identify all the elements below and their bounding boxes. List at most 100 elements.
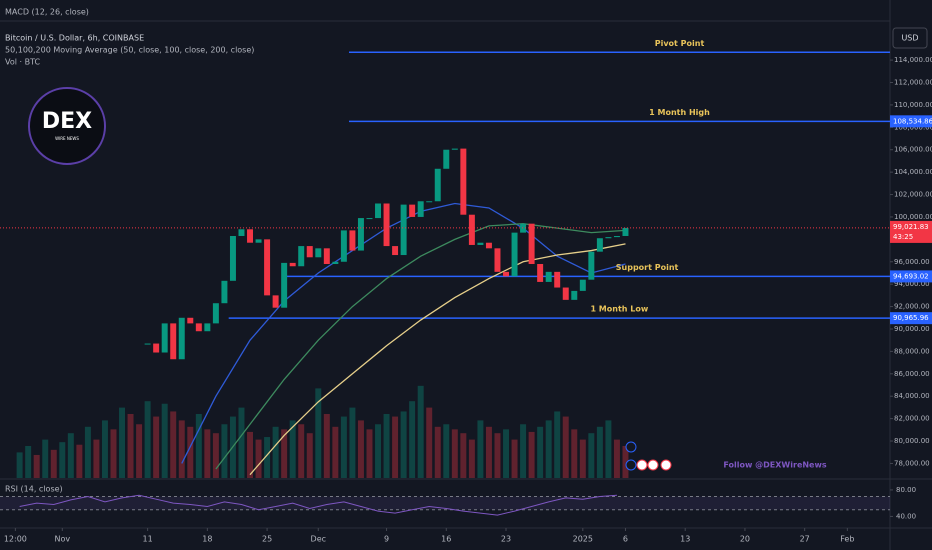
- indicator-title: MACD (12, 26, close): [5, 8, 89, 17]
- candle: [212, 303, 219, 324]
- volume-bar: [33, 454, 40, 478]
- volume-bar: [178, 420, 185, 478]
- level-price: 94,693.02: [893, 272, 929, 280]
- symbol-title: Bitcoin / U.S. Dollar, 6h, COINBASE: [5, 34, 144, 43]
- candle: [468, 214, 475, 245]
- y-tick-label: 110,000.00: [894, 101, 932, 109]
- volume-bar: [485, 426, 492, 478]
- volume-bar: [537, 426, 544, 478]
- x-tick-label: 11: [143, 535, 153, 544]
- volume-bar: [42, 439, 49, 478]
- event-icon[interactable]: [636, 459, 648, 471]
- level-name: Support Point: [616, 263, 679, 272]
- candle: [323, 248, 330, 265]
- event-icon[interactable]: [625, 459, 637, 471]
- volume-bar: [451, 429, 458, 478]
- rsi-y-tick-label: 80.00: [896, 486, 916, 494]
- candle: [357, 218, 364, 251]
- candle: [375, 203, 382, 219]
- volume-bar: [281, 429, 288, 478]
- candle: [264, 239, 271, 296]
- event-icon[interactable]: [647, 459, 659, 471]
- volume-bar: [554, 411, 561, 478]
- candle: [170, 323, 177, 360]
- candle: [520, 223, 527, 233]
- volume-bar: [340, 416, 347, 478]
- level-name: Pivot Point: [655, 39, 705, 48]
- candle: [187, 317, 194, 324]
- y-tick-label: 114,000.00: [894, 56, 932, 64]
- volume-bar: [588, 433, 595, 478]
- currency-button[interactable]: [892, 27, 928, 49]
- event-icons: [625, 441, 672, 471]
- x-tick-label: 2025: [573, 535, 593, 544]
- volume-bar: [272, 426, 279, 478]
- volume-bar: [579, 439, 586, 478]
- volume-bar: [238, 407, 245, 478]
- candle: [400, 204, 407, 256]
- candle: [417, 201, 424, 217]
- volume-bar: [426, 407, 433, 478]
- candle: [340, 230, 347, 262]
- volume-bar: [110, 429, 117, 478]
- volume-bar: [613, 439, 620, 478]
- y-tick-label: 84,000.00: [894, 392, 930, 400]
- volume-bar: [332, 426, 339, 478]
- volume-bar: [289, 420, 296, 478]
- candle: [195, 323, 202, 332]
- volume-bar: [221, 424, 228, 478]
- event-icon[interactable]: [625, 441, 637, 453]
- candle: [255, 239, 262, 243]
- candle: [613, 235, 620, 238]
- y-tick-label: 88,000.00: [894, 347, 930, 355]
- level-price-box: [890, 115, 932, 128]
- level-price-box: [890, 312, 932, 325]
- candle: [562, 287, 569, 300]
- volume-bar: [494, 433, 501, 478]
- volume-bar: [50, 449, 57, 478]
- volume-bar: [255, 439, 262, 478]
- currency[interactable]: USD: [901, 34, 918, 43]
- volume-bar: [417, 385, 424, 478]
- y-tick-label: 102,000.00: [894, 191, 932, 199]
- volume-bar: [144, 401, 151, 478]
- volume-bar: [477, 420, 484, 478]
- candle: [204, 323, 211, 332]
- candle: [221, 280, 228, 304]
- volume-bar: [409, 401, 416, 478]
- candle: [554, 271, 561, 288]
- candle: [511, 232, 518, 277]
- volume-bar: [375, 424, 382, 478]
- y-tick-label: 106,000.00: [894, 146, 932, 154]
- y-tick-label: 100,000.00: [894, 213, 932, 221]
- volume-bar: [383, 414, 390, 478]
- volume-bar: [545, 420, 552, 478]
- candle: [298, 246, 305, 267]
- x-tick-label: 6: [623, 535, 628, 544]
- volume-bar: [528, 431, 535, 478]
- volume-bar: [468, 439, 475, 478]
- x-tick-label: 12:00: [4, 535, 27, 544]
- candle: [178, 317, 185, 360]
- volume-bar: [520, 424, 527, 478]
- rsi-line: [19, 494, 617, 516]
- candle: [605, 237, 612, 239]
- candle: [289, 262, 296, 267]
- x-tick-label: 16: [441, 535, 451, 544]
- last-price-box: [890, 220, 932, 243]
- event-icon[interactable]: [660, 459, 672, 471]
- x-tick-label: 27: [800, 535, 810, 544]
- volume-bar: [315, 388, 322, 478]
- volume-bar: [136, 424, 143, 478]
- y-tick-label: 94,000.00: [894, 280, 930, 288]
- level-name: 1 Month High: [649, 108, 710, 117]
- volume-bar: [605, 420, 612, 478]
- x-tick-label: Dec: [311, 535, 326, 544]
- y-tick-label: 104,000.00: [894, 168, 932, 176]
- volume-bar: [204, 429, 211, 478]
- candle: [528, 223, 535, 265]
- candle: [596, 238, 603, 252]
- volume-bar: [119, 407, 126, 478]
- y-tick-label: 92,000.00: [894, 303, 930, 311]
